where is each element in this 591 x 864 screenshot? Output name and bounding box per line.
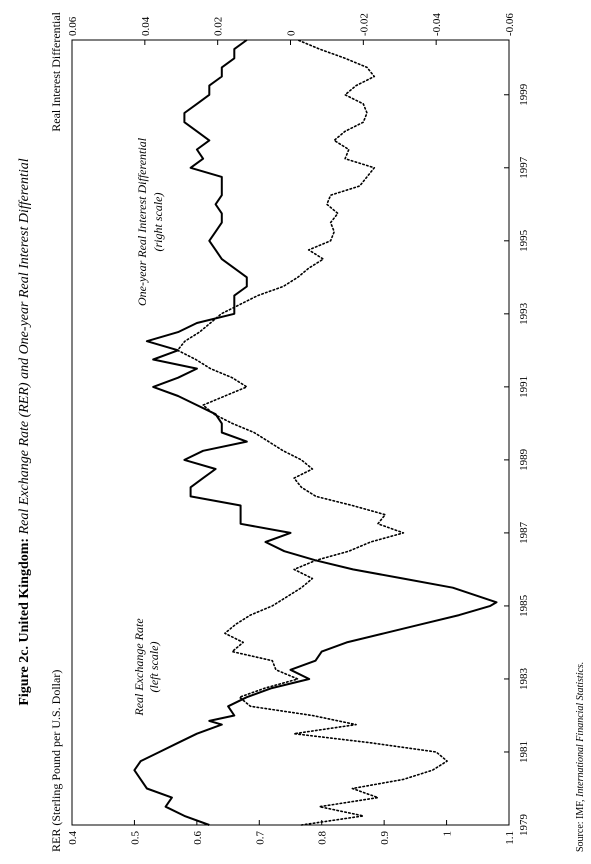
- x-tick-label: 1995: [518, 229, 530, 252]
- left-axis-title: RER (Sterling Pound per U.S. Dollar): [49, 670, 63, 852]
- left-axis-ticks: 0.4 0.5 0.6 0.7 0.8 0.9 1 1.1: [67, 820, 516, 845]
- right-tick-label: -0.04: [431, 13, 443, 36]
- left-tick-label: 0.8: [317, 831, 329, 845]
- left-tick-label: 0.6: [192, 831, 204, 845]
- rer-series-line: [133, 39, 498, 826]
- right-axis-title: Real Interest Differential: [49, 11, 63, 131]
- x-tick-label: 1999: [518, 83, 530, 106]
- left-tick-label: 0.4: [67, 831, 79, 845]
- rer-series-label-line2: (left scale): [147, 642, 161, 693]
- x-tick-label: 1983: [518, 667, 530, 690]
- x-tick-label: 1989: [518, 448, 530, 471]
- series-layer: [133, 39, 498, 826]
- interest-differential-series-line: [176, 39, 448, 826]
- x-tick-label: 1997: [518, 156, 530, 179]
- rer-series-label-line1: Real Exchange Rate: [132, 618, 146, 717]
- x-tick-label: 1981: [518, 741, 530, 763]
- right-axis-ticks: -0.06 -0.04 -0.02 0 0.02 0.04 0.06: [67, 13, 516, 45]
- left-tick-label: 1: [442, 831, 454, 837]
- x-tick-label: 1979: [518, 814, 530, 837]
- figure-title: Figure 2c. United Kingdom: Real Exchange…: [17, 158, 32, 705]
- x-tick-label: 1987: [518, 521, 530, 544]
- x-tick-label: 1991: [518, 376, 530, 398]
- rid-series-label-line2: (right scale): [151, 193, 165, 252]
- right-tick-label: -0.06: [504, 13, 516, 36]
- x-tick-label: 1985: [518, 594, 530, 617]
- x-axis-ticks: 1979 1981 1983 1985 1987 1989 1991 1993 1995 1997…: [504, 83, 530, 836]
- source-note: Source: IMF, International Financial Sta…: [575, 662, 586, 852]
- x-tick-label: 1993: [518, 302, 530, 325]
- right-tick-label: 0: [286, 30, 298, 36]
- right-tick-label: 0.04: [140, 16, 152, 36]
- right-tick-label: 0.02: [213, 17, 225, 36]
- right-tick-label: 0.06: [67, 16, 79, 36]
- left-tick-label: 1.1: [504, 831, 516, 845]
- source-label: Source: IMF,: [575, 799, 586, 852]
- figure-title-bold: Figure 2c. United Kingdom:: [17, 538, 32, 706]
- left-tick-label: 0.5: [129, 831, 141, 845]
- figure-title-italic: Real Exchange Rate (RER) and One-year Re…: [17, 158, 32, 535]
- source-italic: International Financial Statistics.: [575, 662, 586, 798]
- right-tick-label: -0.02: [358, 13, 370, 36]
- rid-series-label-line1: One-year Real Interest Differential: [135, 137, 149, 306]
- left-tick-label: 0.7: [254, 831, 266, 845]
- left-tick-label: 0.9: [379, 831, 391, 845]
